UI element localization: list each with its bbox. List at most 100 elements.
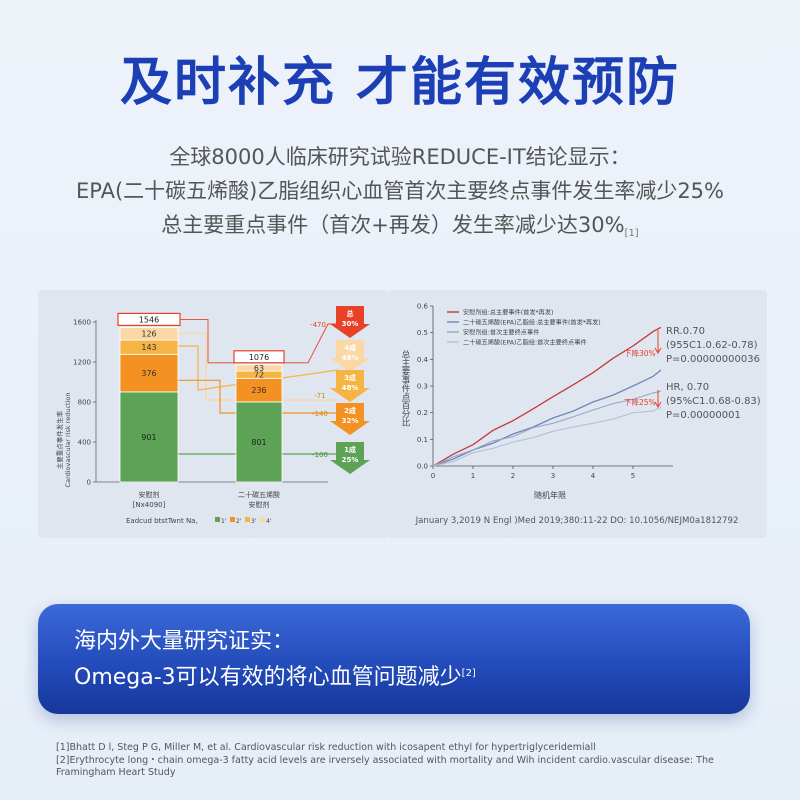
line-y-tick-label: 0.1 [417,436,428,444]
left-bar-segment-label: 376 [141,369,156,378]
line-y-tick-label: 0.6 [417,303,429,311]
intro-line-3: 总主要重点事件（首次+再发）发生率减少达30%[1] [161,213,639,239]
bar-right-label-2: 安慰剂 [249,500,270,509]
arrow-label-top: 3成 [344,373,356,382]
right-bar-segment-label: 236 [251,386,266,395]
banner-line-2: Omega-3可以有效的将心血管问题减少[2] [74,665,476,690]
intro-line-2: EPA(二十碳五烯酸)乙脂组织心血管首次主要终点事件发生率减少25% [75,179,724,203]
stat1-line1: RR.0.70 [666,326,705,337]
arrow-label-bottom: 32% [342,417,359,425]
bar-left-label-2: [Nx4090] [133,501,166,509]
right-bar-total-box [233,350,285,364]
right-bar-segment-label: 63 [254,364,264,373]
line-series-4 [432,406,662,467]
line-x-tick-label: 5 [631,472,635,480]
left-bar-total-box [117,312,181,326]
bar-legend-swatch [215,517,220,522]
line-legend-item: 安慰剂组:首次主要终点事件 [463,329,539,337]
right-bar-segment [235,364,283,372]
cumulative-events-line-chart: 0.0 0.1 0.2 0.3 0.4 0.5 0.6 0 1 2 3 4 5 总主要事件点百分比 随机… [400,303,761,527]
arrow-label-top: 1成 [344,445,356,454]
bar-right-label-1: 二十碳五烯酸 [238,490,280,499]
line-y-tick-label: 0.3 [417,383,428,391]
bar-y-tick-label: 1200 [73,359,91,367]
line-legend-item: 二十碳五烯酸(EPA)乙脂组:总主要事件(首发*再发) [463,319,601,327]
left-bar-segment-label: 126 [141,330,156,339]
intro-ref: [1] [624,228,639,239]
reference-1: [1]Bhatt D l, Steg P G, Miller M, et al.… [56,742,596,753]
drop-arrow-25-head [654,401,662,408]
banner-line-1: 海内外大量研究证实： [74,629,295,654]
left-bar-total-label: 1546 [139,315,159,324]
drop-label-25: 下降25% [624,397,656,407]
line-legend-item: 二十碳五烯酸(EPA)乙脂组:首次主要终点事件 [463,339,587,347]
bar-legend-item: 3' [251,518,257,525]
reduction-arrow [330,306,370,338]
arrow-label-bottom: 48% [342,384,359,392]
line-x-tick-label: 2 [511,472,515,480]
guide-total-connector [178,318,236,364]
line-ylabel: 总主要事件点百分比 [400,349,410,427]
stat1-line2: (955C1.0.62-0.78) [666,340,758,351]
stat2-line3: P=0.00000001 [666,410,741,421]
arrow-label-bottom: 48% [342,354,359,362]
reduction-arrow [330,340,370,372]
intro-text: 全球8000人临床研究试验REDUCE-IT结论显示： EPA(二十碳五烯酸)乙… [0,140,800,251]
stat2-line2: (95%C1.0.68-0.83) [666,396,761,407]
banner-text: 海内外大量研究证实： Omega-3可以有效的将心血管问题减少[2] [74,626,476,694]
bar-legend-item: 2' [236,518,242,525]
intro-line-1: 全球8000人临床研究试验REDUCE-IT结论显示： [169,145,631,169]
drop-arrow-30-head [654,347,662,354]
bar-legend-swatch [230,517,235,522]
bar-legend-swatch [260,517,265,522]
bar-y-tick-label: 800 [78,399,91,407]
bar-chart-panel: 主要重点事件发生率 Cardiovascular risk reduction … [38,290,388,538]
bar-y-tick-label: 0 [87,479,91,487]
line-series-3 [432,390,662,467]
bar-y-tick-label: 400 [78,439,91,447]
left-bar-segment [119,391,179,483]
right-bar-segment-label: 72 [254,371,264,380]
line-y-tick-label: 0.2 [417,409,428,417]
arrow-label-top: 总 [347,309,354,318]
bar-legend-item: 4' [266,518,272,525]
stat2-line1: HR, 0.70 [666,382,709,393]
reduction-arrow [330,403,370,435]
left-bar-segment-label: 143 [141,343,156,352]
conclusion-banner: 海内外大量研究证实： Omega-3可以有效的将心血管问题减少[2] [38,604,750,714]
line-y-tick-label: 0.0 [417,463,428,471]
line-y-tick-label: 0.4 [417,356,429,364]
line-citation: January 3,2019 N Engl )Med 2019;380:11-2… [415,516,739,526]
reduction-arrow [330,370,370,402]
arrow-label-top: 4成 [344,343,356,352]
bar-legend-item: 1' [221,518,227,525]
guide-total-to-arrow [282,323,338,364]
line-x-tick-label: 0 [431,472,435,480]
line-x-tick-label: 1 [471,472,475,480]
left-bar-segment [119,327,179,341]
line-series-1 [432,326,662,467]
bar-y-tick-label: 1600 [73,319,91,327]
drop-label-30: 下降30% [624,348,656,358]
line-x-tick-label: 4 [591,472,596,480]
stacked-bar-chart: 主要重点事件发生率 Cardiovascular risk reduction … [55,306,370,525]
left-bar-segment [119,353,179,393]
reduction-arrow [330,442,370,474]
arrow-label-bottom: 25% [342,456,359,464]
right-bar-total-label: 1076 [249,353,269,362]
bar-legend-label: Eadcud btstTwnt Na, [126,517,198,525]
stat1-line3: P=0.00000000036 [666,354,760,365]
line-chart-panel: 0.0 0.1 0.2 0.3 0.4 0.5 0.6 0 1 2 3 4 5 总主要事件点百分比 随机… [387,290,767,538]
difference-label: -140 [312,410,328,418]
bar-left-label-1: 安慰剂 [139,490,160,499]
line-xlabel: 随机年限 [534,490,566,500]
bar-ylabel-cn: 主要重点事件发生率 [55,410,64,469]
arrow-label-bottom: 30% [342,320,359,328]
left-bar-segment-label: 901 [141,433,156,442]
bar-ylabel-en: Cardiovascular risk reduction [64,393,72,488]
line-y-tick-label: 0.5 [417,329,428,337]
difference-label: -71 [314,392,325,400]
line-legend-item: 安慰剂组:总主要事件(首发*再发) [463,309,553,317]
right-bar-segment [235,401,283,483]
arrow-label-top: 2成 [344,406,356,415]
